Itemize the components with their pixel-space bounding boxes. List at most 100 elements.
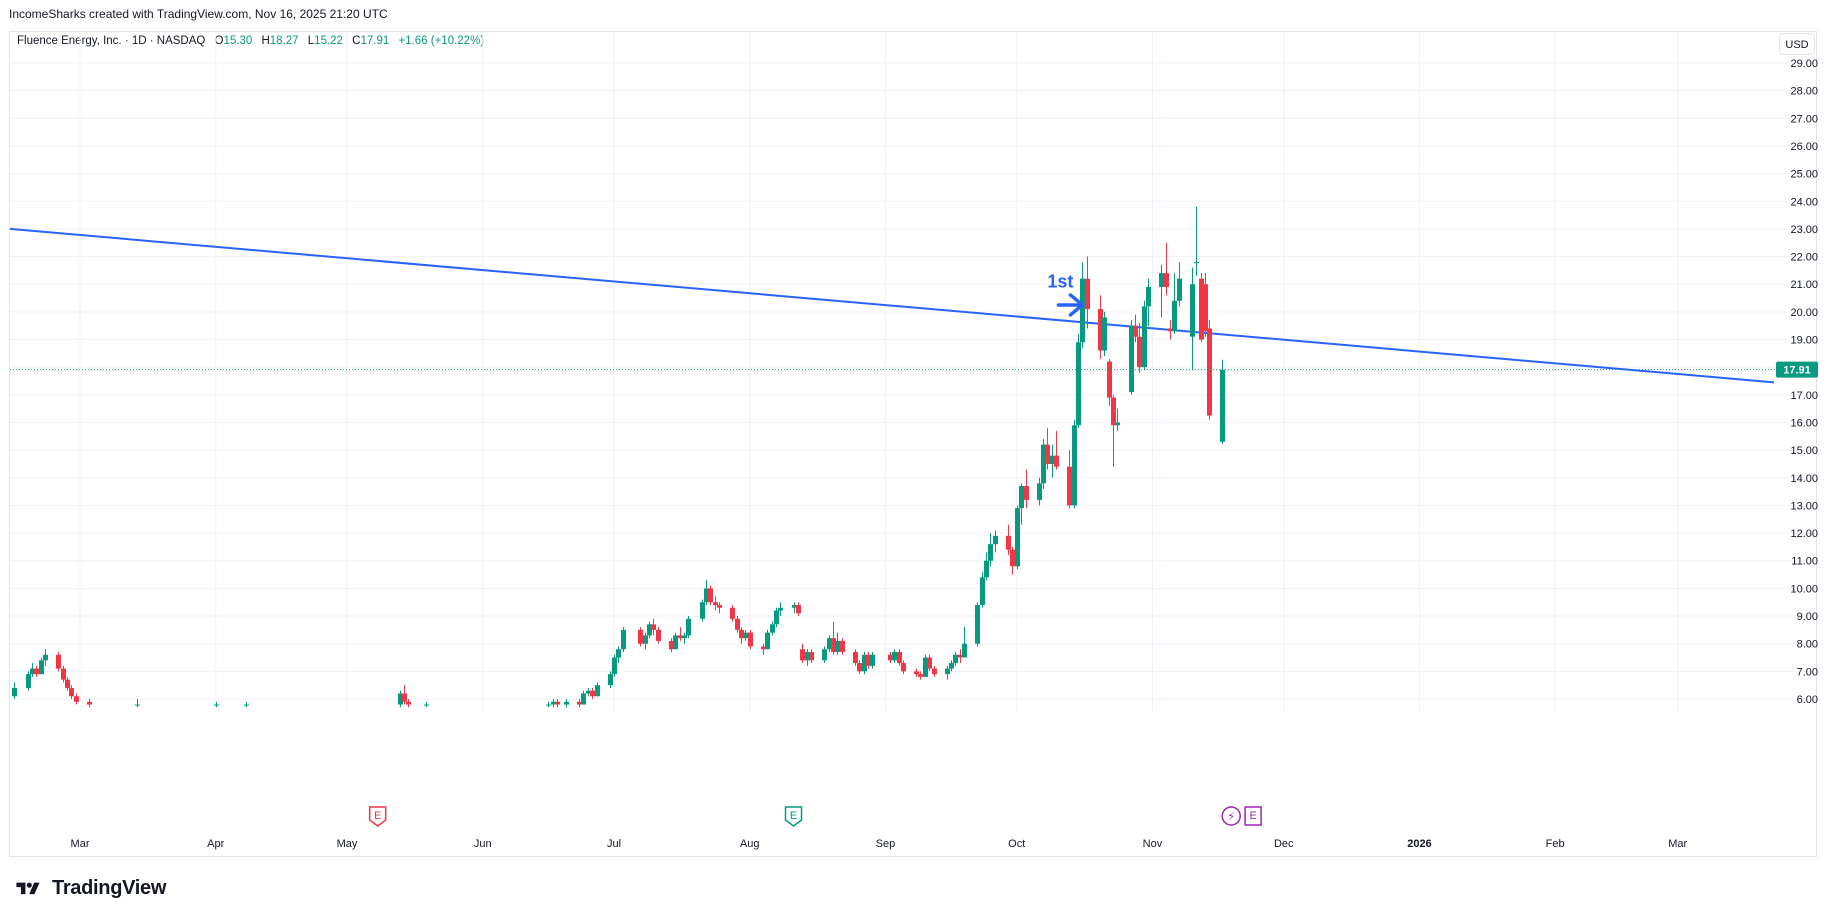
candle-body: [1146, 286, 1151, 307]
earnings-icon-label: E: [790, 810, 797, 822]
candle-body: [796, 604, 801, 614]
candle-body: [778, 607, 783, 611]
candle-body: [673, 635, 678, 650]
candle-body: [87, 701, 92, 705]
candle-body: [1190, 284, 1195, 337]
candle-body: [647, 624, 652, 636]
candle-body: [686, 618, 691, 636]
y-tick-label: 24.00: [1790, 196, 1818, 208]
candle-body: [862, 654, 867, 672]
candle-body: [866, 654, 871, 666]
candle-body: [730, 607, 735, 619]
candle-body: [398, 693, 403, 705]
candle-body: [1019, 486, 1024, 509]
candle-body: [678, 635, 683, 639]
x-axis-ticks: Mar Apr May Jun Jul Aug Sep Oct Nov Dec 2026 Feb Mar: [71, 838, 1688, 850]
candle-body: [870, 654, 875, 666]
candle-body: [669, 640, 674, 650]
candle-body: [1159, 273, 1164, 287]
candle-body: [1199, 278, 1204, 340]
currency-button[interactable]: USD: [1779, 33, 1815, 55]
candle-body: [1102, 317, 1107, 351]
y-tick-label: 13.00: [1790, 500, 1818, 512]
candle-body: [1207, 328, 1212, 416]
candle-body: [888, 654, 893, 661]
tradingview-logo[interactable]: TradingView: [10, 877, 166, 900]
x-tick-label: Jul: [607, 838, 621, 850]
candle-body: [945, 668, 950, 675]
x-tick-label: Nov: [1143, 838, 1163, 850]
x-tick-label: Oct: [1008, 838, 1025, 850]
candle-body: [822, 649, 827, 661]
candle-body: [735, 618, 740, 630]
candle-body: [975, 604, 980, 644]
y-tick-label: 21.00: [1790, 279, 1818, 291]
x-tick-label: Feb: [1546, 838, 1565, 850]
symbol-legend: Fluence Energy, Inc. · 1D · NASDAQ O15.3…: [17, 35, 484, 47]
candle-body: [743, 632, 748, 639]
earnings-icon: [1244, 806, 1262, 826]
candle-body: [581, 693, 586, 705]
candle-body: [1015, 508, 1020, 567]
x-tick-label: Mar: [71, 838, 90, 850]
candle-body: [1041, 444, 1046, 484]
attribution-text: IncomeSharks created with TradingView.co…: [9, 7, 388, 21]
candle-body: [1050, 455, 1055, 464]
close-value: 17.91: [360, 35, 390, 47]
candle-body: [424, 704, 429, 706]
x-tick-label: Dec: [1274, 838, 1294, 850]
candle-body: [135, 704, 140, 706]
candle-body: [1164, 273, 1169, 287]
candle-body: [958, 654, 963, 658]
candle-body: [406, 701, 411, 705]
y-tick-label: 12.00: [1790, 528, 1818, 540]
y-tick-label: 27.00: [1790, 113, 1818, 125]
candle-body: [1107, 361, 1112, 398]
grid-lines: [10, 32, 1814, 712]
candle-body: [1168, 328, 1173, 332]
last-price-layer: 17.91: [10, 361, 1818, 378]
annotations-layer: 1st: [1047, 271, 1085, 317]
symbol-title[interactable]: Fluence Energy, Inc. · 1D · NASDAQ: [17, 35, 206, 47]
candle-body: [1194, 262, 1199, 264]
y-tick-label: 16.00: [1790, 417, 1818, 429]
candle-body: [1133, 325, 1138, 337]
x-tick-label: Jun: [474, 838, 492, 850]
candle-body: [897, 651, 902, 664]
candle-body: [1111, 397, 1116, 426]
annotation-label: 1st: [1047, 271, 1073, 291]
candle-body: [713, 602, 718, 605]
candle-body: [1080, 278, 1085, 343]
candle-body: [831, 638, 836, 652]
candle-body: [988, 544, 993, 561]
y-tick-label: 25.00: [1790, 169, 1818, 181]
open-value: 15.30: [223, 35, 253, 47]
brand-name: TradingView: [52, 877, 167, 899]
candle-body: [621, 629, 626, 650]
candle-body: [932, 668, 937, 675]
candle-body: [402, 693, 407, 702]
candle-body: [546, 704, 551, 706]
candle-body: [656, 629, 661, 641]
y-tick-label: 22.00: [1790, 252, 1818, 264]
candle-body: [56, 654, 61, 669]
candle-body: [1076, 342, 1081, 426]
candle-body: [1098, 309, 1103, 351]
candle-body: [12, 687, 17, 697]
y-axis-ticks: 6.00 7.00 8.00 9.00 10.00 11.00 12.00 13.00 14.0…: [1790, 58, 1818, 706]
candle-body: [953, 654, 958, 664]
candle-body: [761, 646, 766, 650]
candle-body: [809, 651, 814, 661]
events-layer: E E ⚡ E: [368, 806, 1262, 827]
candle-body: [739, 629, 744, 639]
candle-body: [1085, 278, 1090, 310]
y-tick-label: 6.00: [1797, 694, 1818, 706]
candle-body: [984, 560, 989, 578]
candle-body: [717, 604, 722, 608]
candle-body: [595, 685, 600, 697]
high-value: 18.27: [269, 35, 299, 47]
candle-body: [700, 602, 705, 619]
candle-body: [800, 649, 805, 661]
y-tick-label: 26.00: [1790, 141, 1818, 153]
